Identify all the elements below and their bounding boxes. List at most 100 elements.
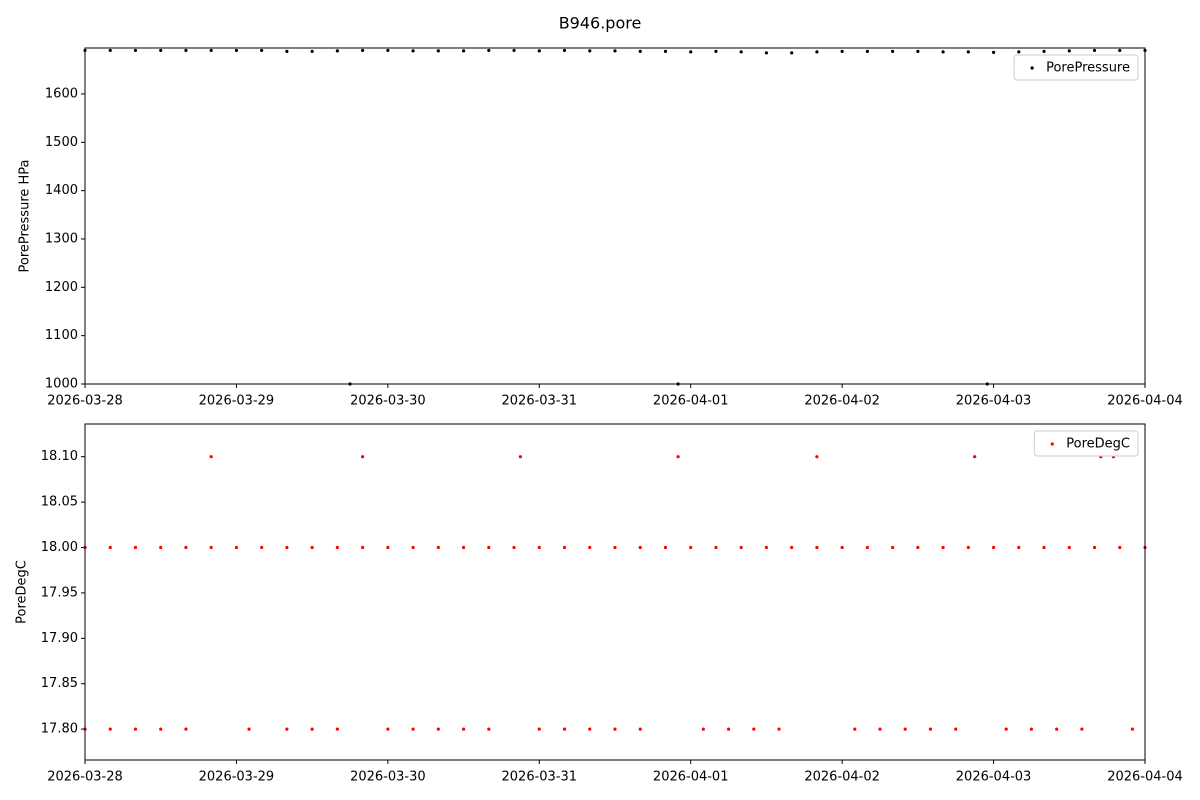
- data-point: [840, 545, 844, 550]
- data-point: [865, 545, 869, 550]
- y-tick-label: 18.00: [41, 540, 78, 555]
- data-point: [234, 48, 239, 53]
- data-point: [159, 727, 163, 731]
- data-point: [184, 545, 188, 550]
- y-tick-label: 1100: [45, 328, 78, 343]
- data-point: [461, 545, 466, 550]
- legend-marker: [1030, 66, 1034, 70]
- data-point: [1004, 727, 1008, 731]
- data-point: [613, 727, 617, 731]
- data-point: [941, 545, 945, 550]
- y-tick-label: 17.95: [41, 585, 78, 600]
- y-tick-label: 1400: [45, 183, 78, 198]
- x-tick-label: 2026-04-03: [956, 394, 1032, 409]
- data-point: [487, 727, 491, 731]
- y-tick-label: 18.05: [41, 495, 78, 510]
- data-point: [588, 545, 592, 550]
- data-point: [310, 49, 314, 53]
- y-tick-label: 1600: [45, 86, 78, 101]
- x-tick-label: 2026-04-01: [653, 770, 729, 785]
- data-point: [411, 545, 415, 550]
- data-point: [108, 545, 112, 550]
- y-axis-label: PoreDegC: [15, 560, 30, 624]
- data-point: [159, 545, 163, 550]
- data-point: [562, 48, 567, 53]
- y-axis-label: PorePressure HPa: [18, 159, 33, 272]
- data-point: [562, 545, 567, 550]
- data-point: [928, 727, 933, 731]
- data-point: [133, 727, 138, 731]
- data-point: [1042, 49, 1046, 53]
- data-point: [285, 727, 289, 731]
- data-point: [386, 48, 390, 53]
- data-point: [209, 455, 213, 459]
- data-point: [777, 727, 781, 731]
- data-point: [184, 727, 188, 731]
- data-point: [1092, 545, 1097, 550]
- data-point: [973, 455, 977, 459]
- legend-marker: [1050, 442, 1054, 446]
- legend: PoreDegC: [1033, 430, 1139, 457]
- x-tick-label: 2026-04-01: [653, 394, 729, 409]
- legend-box: [1013, 54, 1139, 81]
- data-point: [1017, 545, 1021, 550]
- data-point: [386, 727, 390, 731]
- legend-box: [1033, 430, 1139, 457]
- data-point: [878, 727, 882, 731]
- y-tick-label: 1000: [45, 377, 78, 392]
- data-point: [133, 48, 138, 53]
- data-point: [764, 51, 769, 55]
- data-point: [1017, 50, 1021, 54]
- data-point: [1029, 727, 1034, 731]
- x-tick-label: 2026-04-02: [804, 770, 880, 785]
- data-point: [1118, 48, 1122, 53]
- legend-label: PorePressure: [1046, 61, 1130, 76]
- data-point: [1055, 727, 1059, 731]
- data-point: [184, 48, 188, 53]
- data-point: [361, 545, 365, 550]
- data-point: [285, 49, 289, 53]
- data-point: [638, 727, 642, 731]
- data-point: [209, 48, 213, 53]
- data-point: [310, 727, 314, 731]
- data-point: [891, 545, 895, 550]
- data-point: [247, 727, 251, 731]
- y-tick-label: 17.90: [41, 631, 78, 646]
- data-point: [638, 49, 642, 53]
- data-point: [518, 455, 522, 459]
- y-tick-label: 1500: [45, 135, 78, 150]
- data-point: [310, 545, 314, 550]
- plot-frame: [84, 47, 1146, 385]
- data-point: [714, 49, 718, 53]
- data-point: [537, 49, 541, 53]
- data-point: [916, 545, 920, 550]
- x-tick-label: 2026-03-30: [350, 394, 426, 409]
- data-point: [335, 545, 339, 550]
- data-point: [916, 49, 920, 53]
- y-tick-label: 18.10: [41, 449, 78, 464]
- data-point: [726, 727, 731, 731]
- data-point: [739, 50, 743, 54]
- x-tick-label: 2026-04-03: [956, 770, 1032, 785]
- legend: PorePressure: [1013, 54, 1139, 81]
- data-point: [966, 545, 970, 550]
- data-point: [638, 545, 642, 550]
- x-tick-label: 2026-04-04: [1107, 770, 1183, 785]
- x-tick-label: 2026-03-29: [199, 770, 275, 785]
- x-tick-label: 2026-03-29: [199, 394, 275, 409]
- data-point: [891, 49, 895, 53]
- data-point: [588, 727, 592, 731]
- data-point: [613, 49, 617, 53]
- data-point: [361, 455, 365, 459]
- data-point: [676, 455, 680, 459]
- data-point: [1042, 545, 1046, 550]
- data-point: [108, 48, 112, 53]
- data-point: [133, 545, 138, 550]
- data-point: [1118, 545, 1122, 550]
- data-point: [689, 545, 693, 550]
- y-tick-label: 17.85: [41, 676, 78, 691]
- data-point: [588, 49, 592, 53]
- x-tick-label: 2026-04-04: [1107, 394, 1183, 409]
- data-point: [853, 727, 857, 731]
